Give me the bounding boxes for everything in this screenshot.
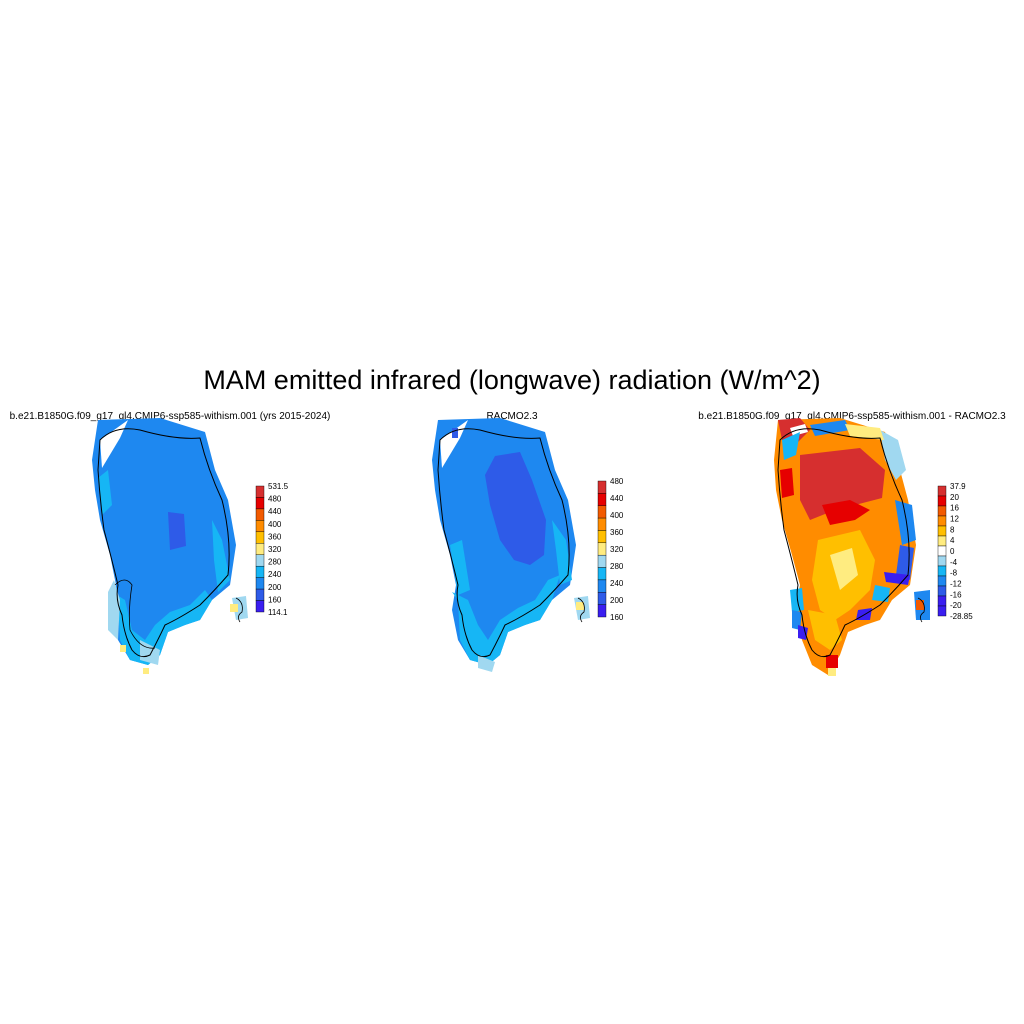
colorbar-box — [255, 485, 265, 498]
colorbar-box — [937, 495, 947, 507]
colorbar-label: 160 — [610, 613, 624, 622]
colorbar-label: 4 — [950, 536, 955, 545]
colorbar-label: 440 — [610, 494, 624, 503]
colorbar-label: -12 — [950, 580, 962, 589]
colorbar-box — [597, 530, 607, 544]
colorbar-box — [255, 520, 265, 533]
colorbar-box — [597, 604, 607, 618]
colorbar-label: 8 — [950, 525, 955, 534]
colorbar-box — [597, 592, 607, 605]
colorbar-box — [937, 575, 947, 587]
colorbar-box — [597, 554, 607, 568]
panel-2-map — [432, 418, 590, 672]
colorbar-box — [255, 565, 265, 578]
panel-3-map — [774, 418, 930, 676]
colorbar-box — [937, 535, 947, 547]
colorbar-box — [255, 577, 265, 590]
colorbar-box — [255, 543, 265, 555]
colorbar-label: 480 — [268, 495, 282, 504]
colorbar-box — [255, 554, 265, 567]
colorbar-label: -20 — [950, 601, 962, 610]
colorbar-box — [255, 531, 265, 544]
colorbar-label: -16 — [950, 590, 962, 599]
colorbar-box — [937, 555, 947, 567]
colorbar-box — [937, 485, 947, 497]
colorbar-label: 12 — [950, 515, 959, 524]
colorbar-label: -4 — [950, 558, 958, 567]
colorbar-label: 400 — [610, 511, 624, 520]
colorbar-box — [937, 605, 947, 617]
colorbar-label: 200 — [268, 583, 282, 592]
colorbar-box — [255, 600, 265, 613]
colorbar-label: 440 — [268, 507, 282, 516]
panel-2-colorbar: 480 440 400 360 320 280 240 200 160 — [597, 477, 624, 622]
colorbar-label: 400 — [268, 520, 282, 529]
panel-1-map — [92, 418, 248, 674]
colorbar-label: 200 — [610, 596, 624, 605]
colorbar-label: -28.85 — [950, 612, 973, 621]
colorbar-box — [597, 505, 607, 519]
colorbar-label: 0 — [950, 547, 955, 556]
panel-3-colorbar: 37.9 20 16 128 4 0 -4 -8 -12-16 -20 -28.85 — [937, 482, 973, 621]
colorbar-box — [597, 517, 607, 531]
figure-title: MAM emitted infrared (longwave) radiatio… — [203, 365, 821, 395]
colorbar-box — [937, 565, 947, 577]
colorbar-box — [597, 480, 607, 494]
colorbar-box — [597, 567, 607, 581]
colorbar-label: 531.5 — [268, 482, 289, 491]
colorbar-box — [597, 542, 607, 556]
panel-2-title: RACMO2.3 — [486, 411, 538, 422]
colorbar-label: 240 — [610, 579, 624, 588]
colorbar-box — [255, 508, 265, 521]
colorbar-label: 160 — [268, 595, 282, 604]
colorbar-box — [597, 493, 607, 506]
panel-3-title: b.e21.B1850G.f09_g17_gl4.CMIP6-ssp585-wi… — [698, 411, 1006, 422]
panel-1-colorbar: 531.5 480 440 400 360 320 280 240 200 160 114.1 — [255, 482, 289, 617]
colorbar-label: 360 — [268, 532, 282, 541]
colorbar-label: 114.1 — [268, 608, 288, 617]
colorbar-box — [255, 588, 265, 601]
colorbar-label: 280 — [610, 562, 624, 571]
colorbar-box — [937, 545, 947, 557]
panel-1-title: b.e21.B1850G.f09_g17_gl4.CMIP6-ssp585-wi… — [9, 411, 331, 422]
colorbar-label: 240 — [268, 570, 282, 579]
colorbar-label: 20 — [950, 493, 959, 502]
colorbar-label: 280 — [268, 558, 282, 567]
colorbar-box — [937, 585, 947, 597]
colorbar-box — [937, 505, 947, 517]
colorbar-label: 16 — [950, 504, 959, 513]
colorbar-label: 320 — [610, 545, 624, 554]
colorbar-label: 320 — [268, 545, 282, 554]
colorbar-box — [937, 525, 947, 537]
colorbar-box — [937, 515, 947, 527]
colorbar-box — [255, 497, 265, 510]
colorbar-label: 37.9 — [950, 482, 966, 491]
colorbar-label: 480 — [610, 477, 624, 486]
colorbar-label: -8 — [950, 569, 958, 578]
colorbar-box — [937, 595, 947, 607]
colorbar-label: 360 — [610, 528, 624, 537]
colorbar-box — [597, 579, 607, 593]
